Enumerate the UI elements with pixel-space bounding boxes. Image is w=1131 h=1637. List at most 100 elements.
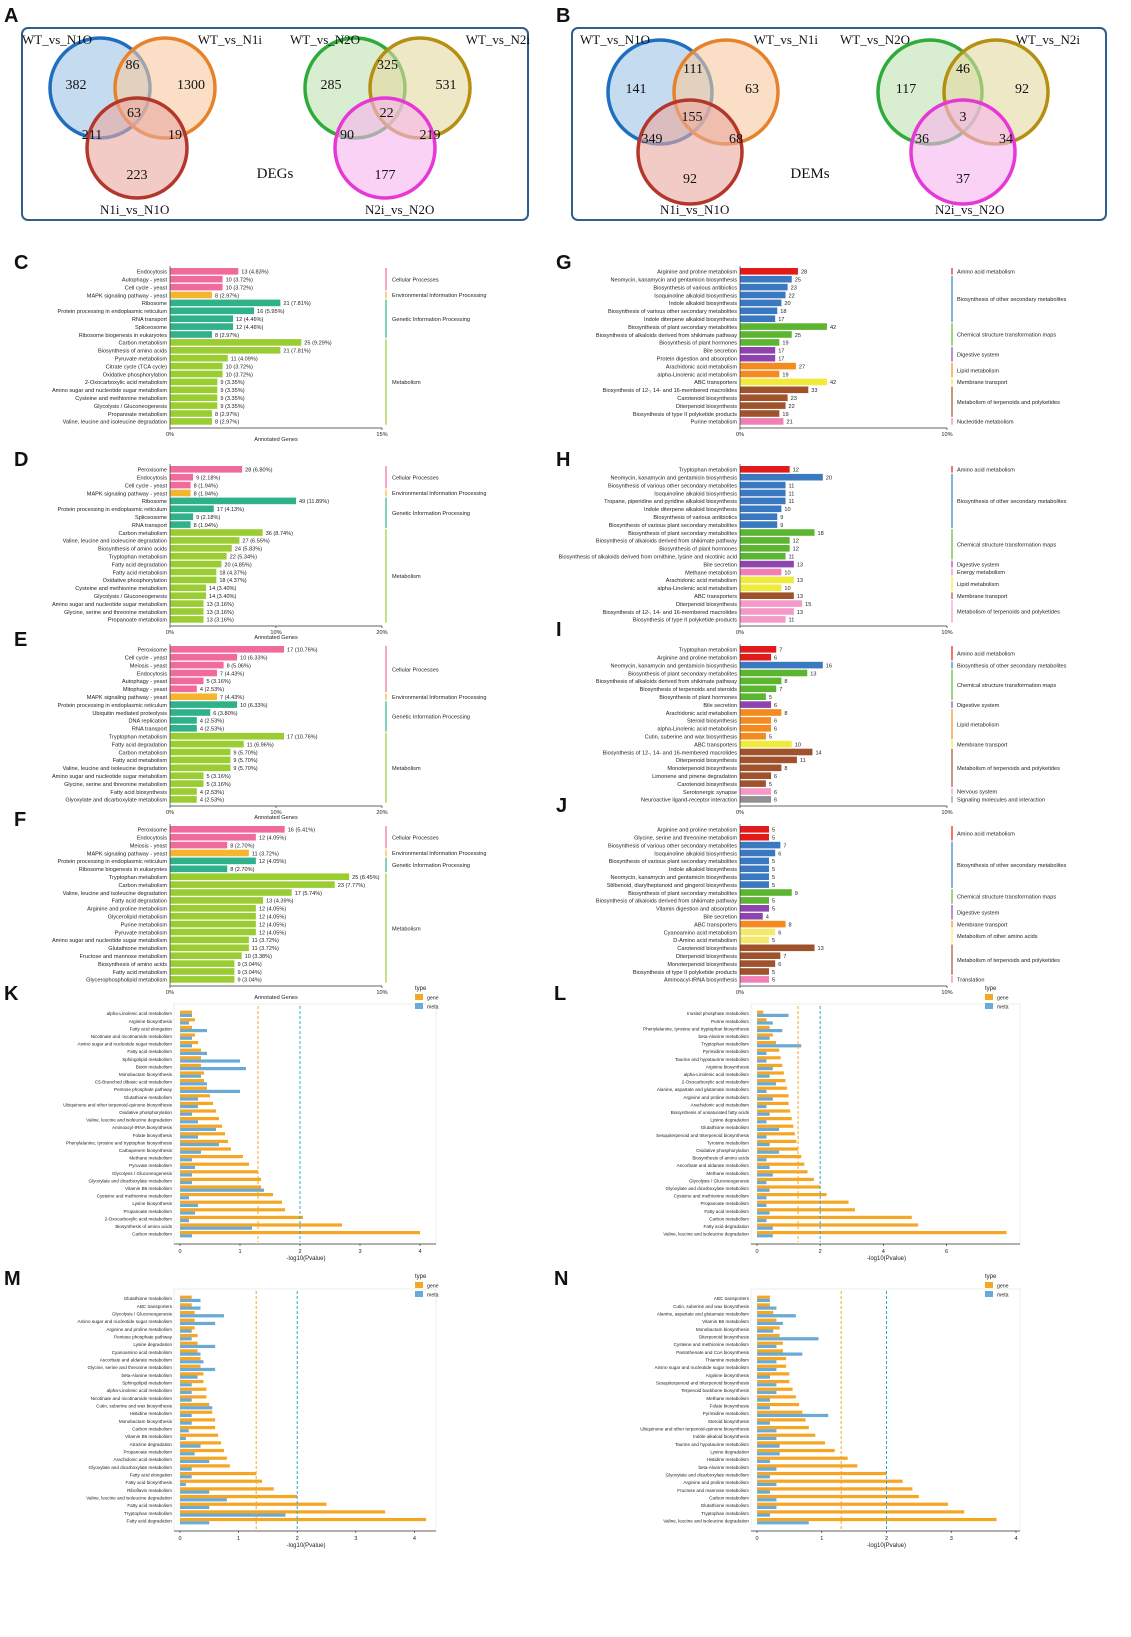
- pathway-label: Alanine, aspartate and glutamate metabol…: [657, 1087, 749, 1092]
- bar: [170, 796, 197, 803]
- bar: [740, 952, 781, 959]
- venn-frame: [571, 27, 1107, 221]
- bar-value: 8: [784, 679, 787, 685]
- meta-bar: [180, 1165, 195, 1169]
- bar: [740, 315, 776, 322]
- bar: [740, 489, 786, 497]
- bar: [170, 584, 207, 592]
- panel-letter: N: [554, 1268, 568, 1290]
- bar-label: Carbon metabolism: [118, 531, 167, 537]
- meta-bar: [180, 1314, 224, 1318]
- bar-value: 13: [818, 946, 824, 952]
- bar: [740, 418, 784, 425]
- bar: [740, 826, 769, 833]
- meta-bar: [180, 1513, 286, 1517]
- x-tick-label: 15%: [376, 432, 387, 438]
- bar: [740, 592, 794, 599]
- pathway-label: Glycolysis / Gluconeogenesis: [112, 1171, 173, 1176]
- bar: [170, 362, 223, 370]
- bar-label: Isoquinoline alkaloid biosynthesis: [654, 851, 737, 857]
- bar-label: Autophagy - yeast: [122, 278, 168, 284]
- bar-value: 18: [780, 309, 786, 315]
- bar-value: 11: [789, 483, 795, 489]
- bar-value: 16 (5.41%): [288, 828, 315, 834]
- x-tick-label: 3: [354, 1536, 357, 1542]
- bar-value: 9 (5.70%): [233, 750, 257, 756]
- group-label: Environmental Information Processing: [392, 491, 487, 497]
- gene-bar: [180, 1479, 263, 1483]
- bar-label: Biosynthesis of alkaloids derived from s…: [596, 539, 737, 545]
- bar: [740, 849, 776, 857]
- pathway-label: Cutin, suberine and wax biosynthesis: [96, 1404, 173, 1409]
- bar: [740, 537, 790, 544]
- bar-label: D-Amino acid metabolism: [673, 938, 737, 944]
- meta-bar: [180, 1475, 192, 1479]
- venn-set-label: N1i_vs_N1O: [660, 202, 729, 217]
- venn-set-label: N2i_vs_N2O: [365, 202, 434, 217]
- bar-value: 19: [782, 372, 788, 378]
- venn-count: 3: [960, 110, 967, 125]
- x-tick-label: 0%: [736, 990, 744, 996]
- bar: [740, 685, 777, 693]
- bar: [740, 473, 823, 481]
- x-axis-label: Annotated Genes: [254, 635, 298, 641]
- bar: [170, 268, 239, 275]
- bar: [740, 323, 827, 330]
- pathway-label: Methane metabolism: [129, 1156, 172, 1161]
- gene-bar: [757, 1333, 780, 1338]
- bar-value: 5: [769, 735, 772, 741]
- bar-value: 13: [797, 562, 803, 568]
- bar-value: 17: [778, 357, 784, 363]
- pathway-label: Ubiquinone and other terpenoid-quinone b…: [640, 1427, 749, 1432]
- bar-label: Fatty acid metabolism: [113, 970, 168, 976]
- bar-label: Biosynthesis of various antibiotics: [653, 285, 737, 291]
- gene-bar: [757, 1318, 777, 1322]
- bar-label: ABC transporters: [694, 742, 737, 748]
- panel-letter: D: [14, 449, 28, 471]
- bar-value: 24 (5.83%): [235, 547, 262, 553]
- bar-label: Fatty acid metabolism: [113, 570, 168, 576]
- pathway-label: alpha-Linolenic acid metabolism: [107, 1388, 173, 1393]
- x-axis-label: Annotated Genes: [254, 437, 298, 443]
- pathway-label: Arachidonic acid metabolism: [691, 1102, 750, 1107]
- meta-bar: [757, 1127, 780, 1131]
- meta-bar: [180, 1429, 189, 1433]
- pathway-label: Amino sugar and nucleotide sugar metabol…: [78, 1319, 173, 1324]
- bar: [740, 402, 786, 409]
- legend-swatch-gene: [415, 1282, 423, 1288]
- meta-bar: [180, 1498, 227, 1502]
- bar: [170, 370, 223, 378]
- bar-label: Purine metabolism: [121, 922, 168, 928]
- bar-value: 9 (3.04%): [237, 962, 261, 968]
- meta-bar: [180, 1306, 201, 1310]
- gene-bar: [180, 1086, 207, 1090]
- bar: [170, 833, 256, 841]
- bar-value: 9 (5.70%): [233, 758, 257, 764]
- pathway-label: Ascorbate and aldarate metabolism: [677, 1163, 749, 1168]
- bar: [740, 841, 781, 849]
- meta-bar: [757, 1360, 777, 1364]
- bar: [740, 283, 788, 291]
- bar: [740, 331, 792, 338]
- group-label: Lipid metabolism: [957, 368, 999, 374]
- gene-bar: [180, 1215, 303, 1219]
- bar: [740, 889, 792, 896]
- pathway-label: Valine, leucine and isoleucine degradati…: [663, 1519, 749, 1524]
- bar-value: 5: [772, 970, 775, 976]
- pathway-label: Carbon metabolism: [132, 1232, 172, 1237]
- bar-label: Glycolysis / Gluconeogenesis: [94, 404, 167, 410]
- gene-bar: [757, 1170, 808, 1174]
- bar: [170, 331, 212, 338]
- bar-value: 5: [772, 875, 775, 881]
- bar-label: Protein digestion and absorption: [657, 357, 737, 363]
- group-label: Membrane transport: [957, 922, 1008, 928]
- bar: [170, 701, 238, 708]
- pathway-label: Vitamin B6 metabolism: [125, 1186, 172, 1191]
- bar: [170, 552, 227, 560]
- pathway-label: Methane metabolism: [706, 1171, 749, 1176]
- meta-bar: [757, 1521, 809, 1525]
- bar-label: Biosynthesis of various plant secondary …: [609, 523, 738, 529]
- bar: [740, 897, 769, 904]
- pathway-label: Sesquiterpenoid and triterpenoid biosynt…: [656, 1381, 750, 1386]
- meta-bar: [757, 1352, 803, 1356]
